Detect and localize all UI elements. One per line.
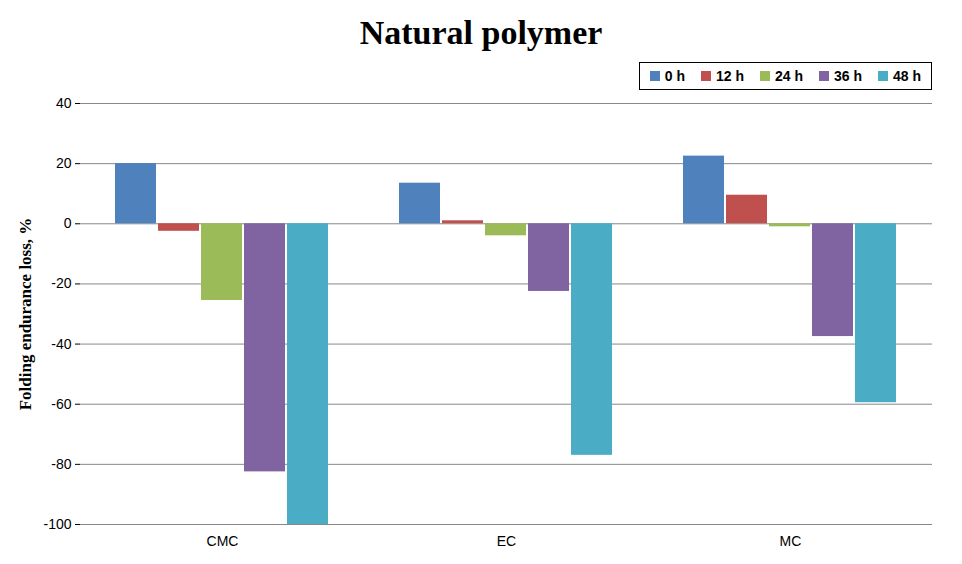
svg-text:-60: -60 bbox=[51, 396, 71, 412]
html-text:0 h: 0 h bbox=[664, 68, 685, 84]
html-text:12 h: 12 h bbox=[715, 68, 744, 84]
html-text:36 h: 36 h bbox=[834, 68, 862, 84]
svg-text:-40: -40 bbox=[51, 336, 71, 352]
svg-text:EC: EC bbox=[497, 533, 516, 549]
svg-text:CMC: CMC bbox=[207, 533, 239, 549]
html-text:48 h: 48 h bbox=[893, 68, 921, 84]
svg-text:-80: -80 bbox=[51, 456, 71, 472]
svg-text:40: 40 bbox=[56, 95, 72, 111]
html-text:24 h: 24 h bbox=[775, 68, 803, 84]
svg-text:Folding endurance loss, %: Folding endurance loss, % bbox=[16, 218, 35, 411]
svg-text:0: 0 bbox=[64, 215, 72, 231]
svg-text:MC: MC bbox=[780, 533, 802, 549]
html-text:Natural polymer: Natural polymer bbox=[359, 14, 603, 51]
svg-text:20: 20 bbox=[56, 155, 72, 171]
svg-text:-100: -100 bbox=[43, 516, 71, 532]
svg-text:-20: -20 bbox=[51, 275, 71, 291]
